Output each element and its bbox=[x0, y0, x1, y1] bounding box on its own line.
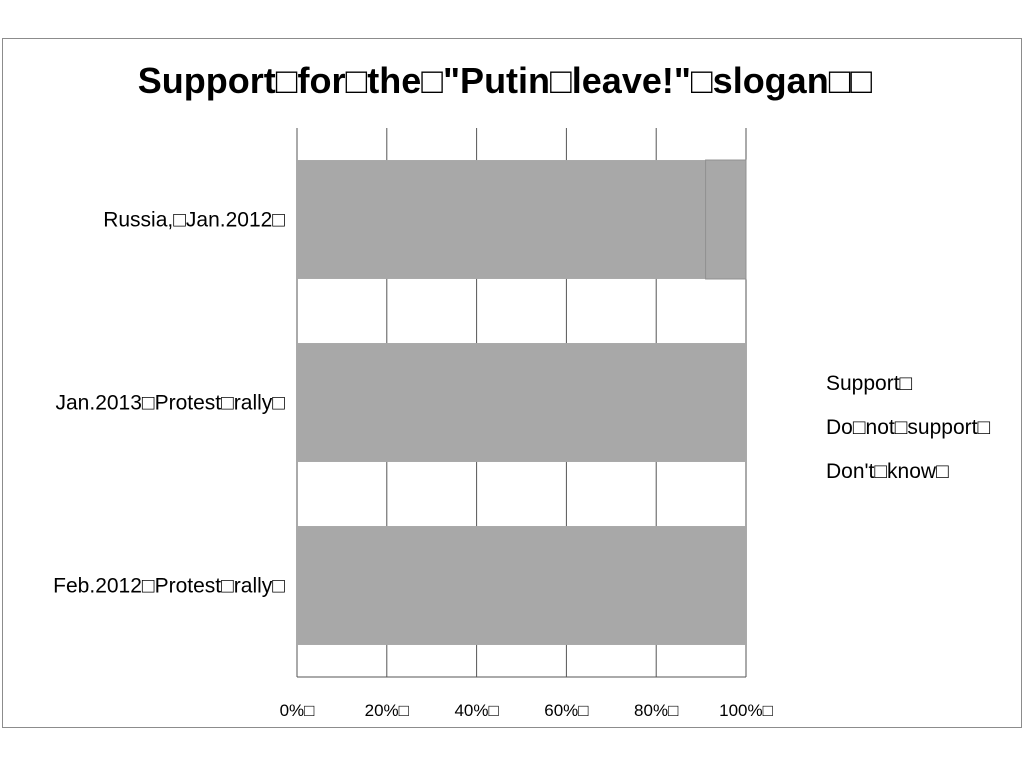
bar-0-0 bbox=[297, 160, 706, 279]
legend-item-2: Don't□know□ bbox=[826, 450, 990, 494]
bar-2-0 bbox=[297, 526, 746, 645]
legend: Support□ Do□not□support□ Don't□know□ bbox=[826, 362, 990, 494]
x-tick-label-0: 0%□ bbox=[280, 701, 315, 720]
bar-1-0 bbox=[297, 343, 746, 462]
chart-title: Support□for□the□"Putin□leave!"□slogan□□ bbox=[137, 60, 873, 101]
bar-0-1 bbox=[705, 159, 747, 280]
x-tick-label-5: 100%□ bbox=[719, 701, 773, 720]
x-tick-label-4: 80%□ bbox=[634, 701, 678, 720]
x-tick-label-2: 40%□ bbox=[454, 701, 498, 720]
legend-label-1: Do□not□support□ bbox=[826, 416, 991, 439]
category-label-2: Feb.2012□Protest□rally□ bbox=[53, 575, 285, 598]
category-label-1: Jan.2013□Protest□rally□ bbox=[56, 392, 286, 415]
legend-label-2: Don't□know□ bbox=[826, 460, 949, 483]
x-tick-label-1: 20%□ bbox=[365, 701, 409, 720]
legend-label-0: Support□ bbox=[826, 372, 913, 395]
legend-item-0: Support□ bbox=[826, 362, 990, 406]
x-tick-label-3: 60%□ bbox=[544, 701, 588, 720]
category-label-0: Russia,□Jan.2012□ bbox=[103, 209, 285, 232]
legend-item-1: Do□not□support□ bbox=[826, 406, 990, 450]
